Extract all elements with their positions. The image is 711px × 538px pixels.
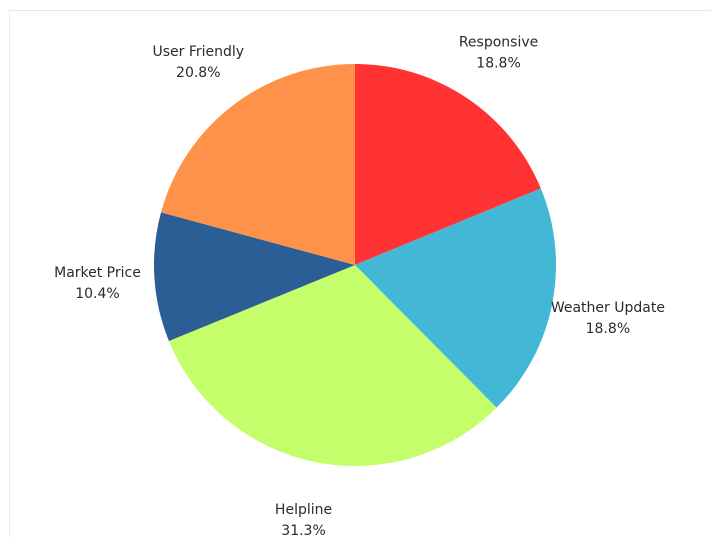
pie-slice-responsive xyxy=(355,64,541,265)
frame-border-top xyxy=(9,10,711,11)
frame-border-left xyxy=(9,10,10,538)
slice-percent-market-price: 10.4% xyxy=(75,286,119,302)
pie-slices xyxy=(153,64,556,466)
pie-slice-market-price xyxy=(153,212,355,341)
slice-percent-weather-update: 18.8% xyxy=(586,321,630,337)
pie-slice-helpline xyxy=(168,265,497,466)
slice-label-user-friendly: User Friendly xyxy=(152,44,244,60)
pie-slice-user-friendly xyxy=(161,64,355,265)
slice-percent-helpline: 31.3% xyxy=(281,523,325,538)
slice-label-helpline: Helpline xyxy=(275,502,332,518)
slice-percent-user-friendly: 20.8% xyxy=(176,65,220,81)
pie-slice-weather-update xyxy=(355,188,556,408)
slice-label-weather-update: Weather Update xyxy=(551,300,665,316)
slice-label-responsive: Responsive xyxy=(459,35,538,51)
slice-percent-responsive: 18.8% xyxy=(476,56,520,72)
pie-labels: Responsive 18.8% Weather Update 18.8% Helpli… xyxy=(54,35,665,538)
slice-label-market-price: Market Price xyxy=(54,265,141,281)
